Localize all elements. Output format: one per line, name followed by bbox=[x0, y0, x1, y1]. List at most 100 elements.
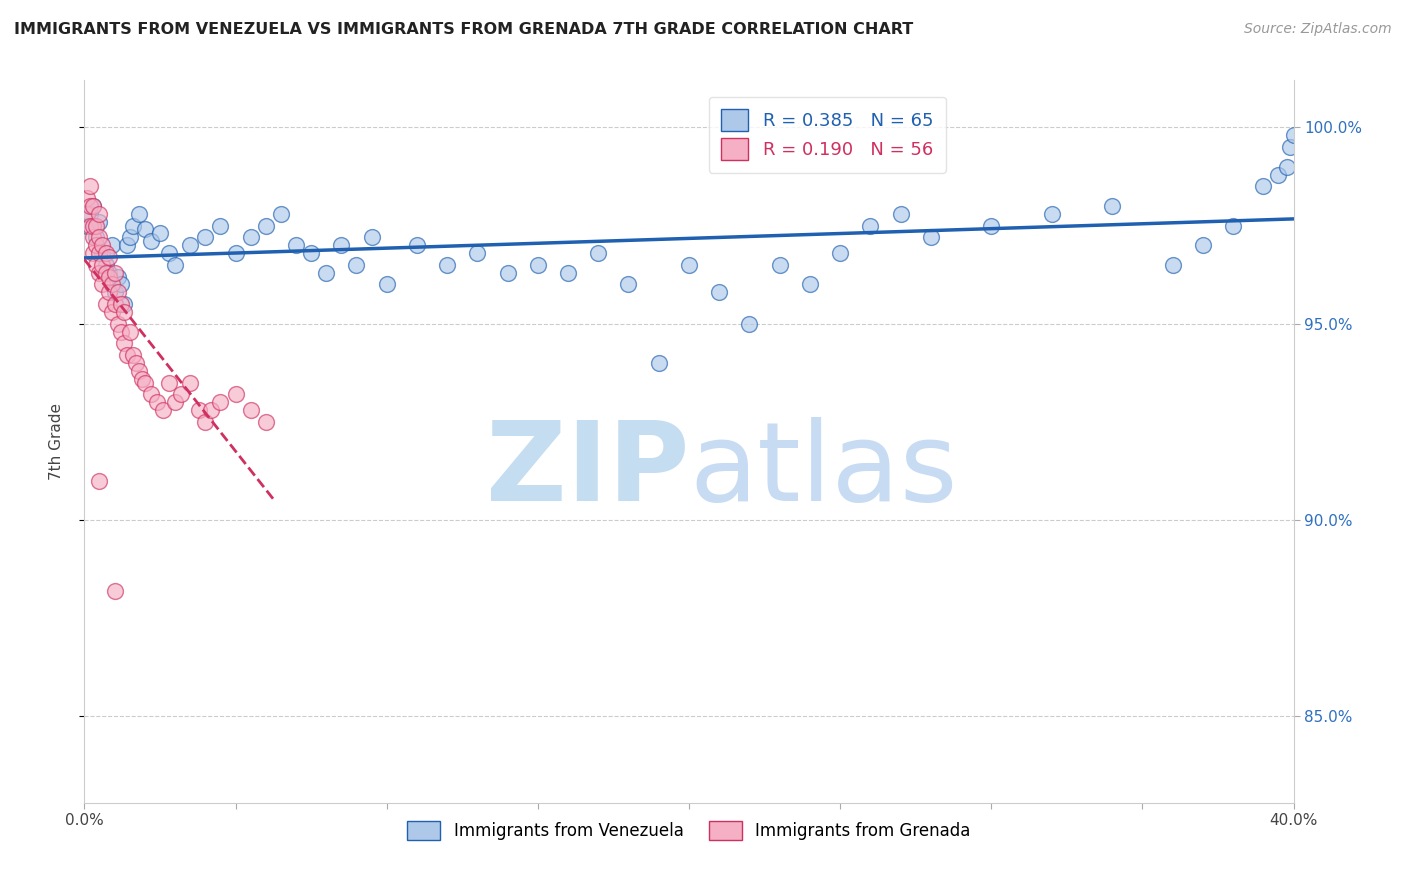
Point bbox=[89, 207, 111, 221]
Point bbox=[82, 199, 104, 213]
Point bbox=[79, 207, 101, 221]
Point bbox=[209, 219, 232, 233]
Point bbox=[527, 258, 550, 272]
Point bbox=[346, 258, 368, 272]
Point bbox=[97, 250, 120, 264]
Point bbox=[110, 277, 132, 292]
Point bbox=[1192, 238, 1215, 252]
Point bbox=[436, 258, 458, 272]
Point bbox=[86, 238, 108, 252]
Point bbox=[82, 230, 104, 244]
Point bbox=[179, 376, 201, 390]
Point bbox=[91, 277, 114, 292]
Point bbox=[100, 277, 122, 292]
Point bbox=[165, 258, 187, 272]
Point bbox=[89, 474, 111, 488]
Point bbox=[1277, 160, 1299, 174]
Point bbox=[139, 387, 162, 401]
Point bbox=[128, 364, 150, 378]
Point bbox=[100, 238, 122, 252]
Point bbox=[239, 230, 262, 244]
Point bbox=[107, 285, 129, 300]
Point bbox=[91, 258, 114, 272]
Point bbox=[467, 246, 489, 260]
Point bbox=[110, 325, 132, 339]
Point bbox=[830, 246, 852, 260]
Point bbox=[209, 395, 232, 409]
Point bbox=[104, 297, 127, 311]
Point bbox=[89, 214, 111, 228]
Point bbox=[107, 269, 129, 284]
Point bbox=[76, 219, 98, 233]
Point bbox=[1282, 128, 1305, 143]
Point bbox=[648, 356, 671, 370]
Point bbox=[225, 387, 247, 401]
Point bbox=[128, 207, 150, 221]
Point bbox=[859, 219, 882, 233]
Point bbox=[157, 246, 180, 260]
Point bbox=[330, 238, 353, 252]
Point bbox=[76, 207, 98, 221]
Point bbox=[112, 305, 135, 319]
Point bbox=[225, 246, 247, 260]
Point bbox=[112, 336, 135, 351]
Point bbox=[146, 395, 169, 409]
Point bbox=[738, 317, 761, 331]
Point bbox=[588, 246, 610, 260]
Point bbox=[76, 191, 98, 205]
Point bbox=[121, 219, 143, 233]
Point bbox=[94, 246, 117, 260]
Point bbox=[89, 246, 111, 260]
Point bbox=[97, 266, 120, 280]
Point bbox=[79, 179, 101, 194]
Point bbox=[115, 238, 138, 252]
Point bbox=[194, 230, 217, 244]
Point bbox=[82, 199, 104, 213]
Point bbox=[115, 348, 138, 362]
Point bbox=[86, 219, 108, 233]
Text: Source: ZipAtlas.com: Source: ZipAtlas.com bbox=[1244, 22, 1392, 37]
Text: atlas: atlas bbox=[689, 417, 957, 524]
Point bbox=[406, 238, 429, 252]
Point bbox=[86, 230, 108, 244]
Point bbox=[91, 246, 114, 260]
Point bbox=[89, 230, 111, 244]
Point bbox=[678, 258, 700, 272]
Point bbox=[890, 207, 912, 221]
Point bbox=[91, 238, 114, 252]
Point bbox=[134, 222, 156, 236]
Point bbox=[194, 415, 217, 429]
Point bbox=[97, 285, 120, 300]
Point bbox=[82, 219, 104, 233]
Point bbox=[112, 297, 135, 311]
Point bbox=[360, 230, 382, 244]
Point bbox=[254, 219, 277, 233]
Point bbox=[980, 219, 1002, 233]
Point bbox=[104, 285, 127, 300]
Point bbox=[200, 403, 222, 417]
Point bbox=[375, 277, 398, 292]
Point bbox=[239, 403, 262, 417]
Point bbox=[152, 403, 174, 417]
Point bbox=[157, 376, 180, 390]
Point bbox=[131, 372, 153, 386]
Point bbox=[799, 277, 821, 292]
Text: ZIP: ZIP bbox=[485, 417, 689, 524]
Point bbox=[920, 230, 942, 244]
Point bbox=[110, 297, 132, 311]
Point bbox=[1279, 140, 1302, 154]
Point bbox=[188, 403, 211, 417]
Point bbox=[118, 230, 141, 244]
Point bbox=[617, 277, 640, 292]
Point bbox=[139, 234, 162, 248]
Point bbox=[125, 356, 148, 370]
Point bbox=[1040, 207, 1063, 221]
Point bbox=[1267, 168, 1289, 182]
Text: IMMIGRANTS FROM VENEZUELA VS IMMIGRANTS FROM GRENADA 7TH GRADE CORRELATION CHART: IMMIGRANTS FROM VENEZUELA VS IMMIGRANTS … bbox=[14, 22, 914, 37]
Point bbox=[118, 325, 141, 339]
Point bbox=[94, 297, 117, 311]
Point bbox=[170, 387, 193, 401]
Point bbox=[79, 219, 101, 233]
Point bbox=[86, 258, 108, 272]
Point bbox=[1101, 199, 1123, 213]
